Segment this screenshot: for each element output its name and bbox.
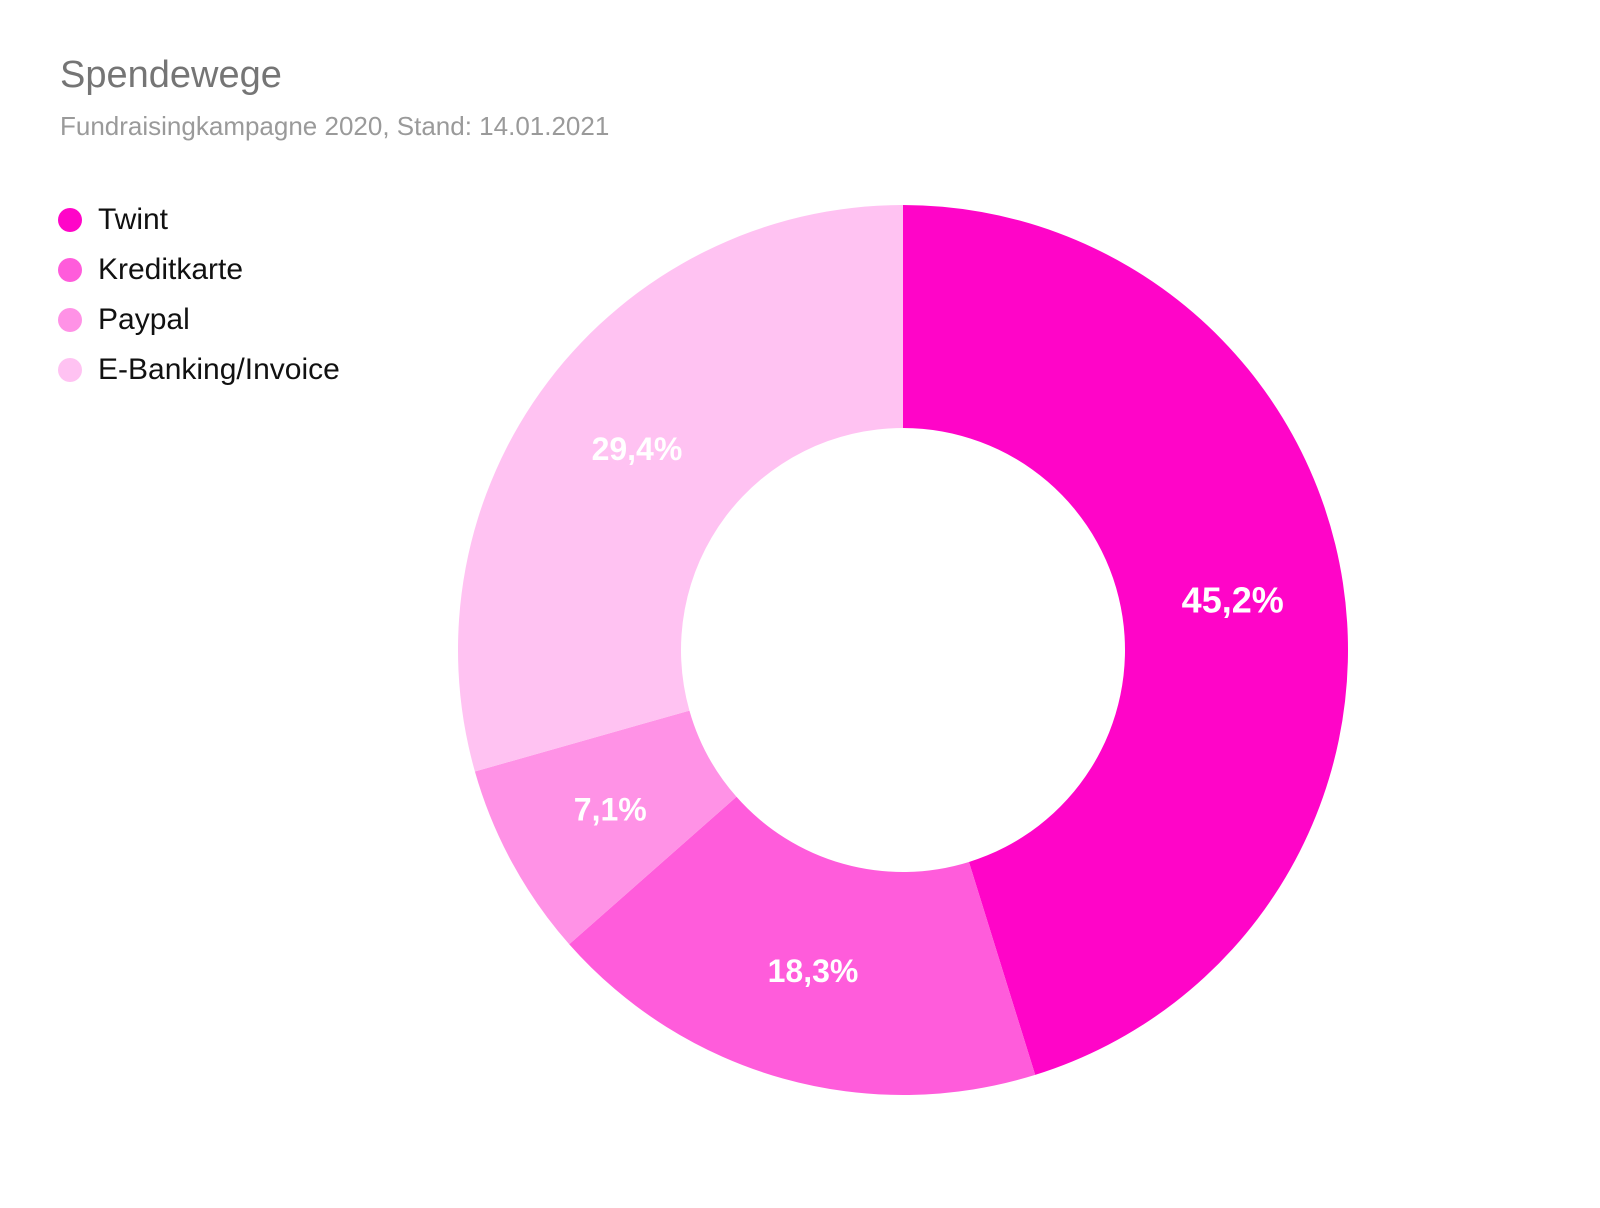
donut-slice-paypal[interactable] bbox=[474, 710, 737, 945]
legend-swatch-kreditkarte bbox=[58, 258, 82, 282]
slice-label-ebanking: 29,4% bbox=[592, 431, 683, 467]
donut-slice-ebanking[interactable] bbox=[457, 205, 903, 772]
legend-label-ebanking: E-Banking/Invoice bbox=[98, 353, 340, 386]
legend-label-paypal: Paypal bbox=[98, 303, 190, 336]
chart-title: Spendewege bbox=[60, 54, 282, 96]
legend-item-kreditkarte[interactable]: Kreditkarte bbox=[58, 245, 340, 295]
legend-swatch-ebanking bbox=[58, 358, 82, 382]
donut-slices bbox=[457, 205, 1348, 1095]
donut-slice-labels: 45,2% 18,3% 7,1% 29,4% bbox=[574, 431, 1284, 989]
legend-label-kreditkarte: Kreditkarte bbox=[98, 253, 244, 286]
slice-label-paypal: 7,1% bbox=[574, 792, 647, 828]
legend-swatch-paypal bbox=[58, 308, 82, 332]
slice-label-twint: 45,2% bbox=[1182, 579, 1284, 620]
legend-swatch-twint bbox=[58, 208, 82, 232]
donut-slice-kreditkarte[interactable] bbox=[569, 796, 1036, 1095]
donut-slice-twint[interactable] bbox=[903, 205, 1348, 1075]
chart-subtitle: Fundraisingkampagne 2020, Stand: 14.01.2… bbox=[60, 111, 610, 141]
legend-item-ebanking[interactable]: E-Banking/Invoice bbox=[58, 345, 340, 395]
chart-legend: Twint Kreditkarte Paypal E-Banking/Invoi… bbox=[58, 195, 340, 395]
legend-item-twint[interactable]: Twint bbox=[58, 195, 340, 245]
legend-label-twint: Twint bbox=[98, 203, 169, 236]
legend-item-paypal[interactable]: Paypal bbox=[58, 295, 340, 345]
slice-label-kreditkarte: 18,3% bbox=[768, 953, 859, 989]
